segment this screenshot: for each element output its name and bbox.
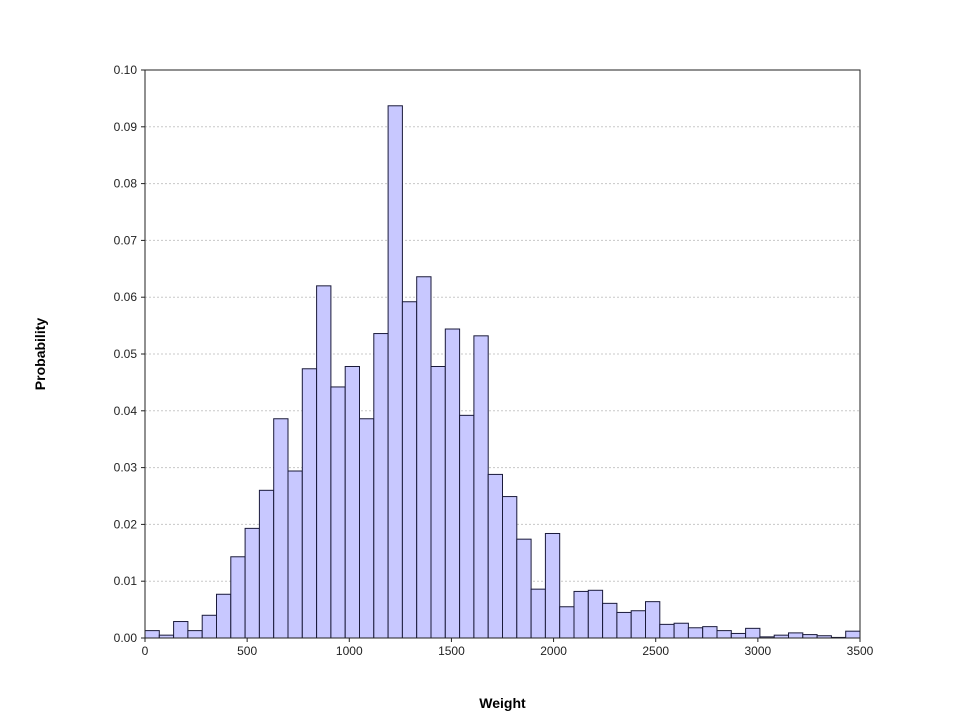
histogram-bar xyxy=(444,328,461,639)
histogram-bar xyxy=(316,285,332,639)
histogram-bar xyxy=(187,630,203,639)
histogram-bar xyxy=(630,610,647,639)
y-tick-label: 0.02 xyxy=(114,517,138,531)
histogram-bar xyxy=(702,626,718,639)
histogram-bar xyxy=(201,614,217,639)
histogram-bar xyxy=(330,386,346,639)
histogram-bar xyxy=(573,590,589,639)
histogram-bar xyxy=(173,621,189,639)
y-axis-title: Probability xyxy=(32,318,48,391)
x-axis-ticks: 0 500 1000 1500 2000 2500 3000 3500 xyxy=(142,638,874,658)
histogram-bar xyxy=(301,368,318,639)
histogram-bar xyxy=(273,418,289,639)
histogram-bar xyxy=(416,276,432,639)
histogram-bar xyxy=(144,630,160,639)
histogram-bar xyxy=(502,496,518,639)
histogram-bar xyxy=(430,365,446,639)
y-tick-label: 0.03 xyxy=(114,461,138,475)
histogram-bar xyxy=(673,622,689,639)
histogram-bars xyxy=(144,105,861,639)
x-tick-label: 1500 xyxy=(438,644,465,658)
x-tick-label: 500 xyxy=(237,644,257,658)
y-tick-label: 0.07 xyxy=(114,233,138,247)
histogram-bar xyxy=(730,632,747,639)
y-tick-label: 0.09 xyxy=(114,120,138,134)
histogram-bar xyxy=(645,601,661,639)
histogram-bar xyxy=(845,630,861,639)
histogram-bar xyxy=(687,627,704,639)
x-tick-label: 3000 xyxy=(745,644,772,658)
histogram-bar xyxy=(544,532,561,639)
histogram-bar xyxy=(745,627,761,639)
y-tick-label: 0.04 xyxy=(114,404,138,418)
histogram-bar xyxy=(516,538,532,639)
y-tick-label: 0.10 xyxy=(114,63,138,77)
y-tick-label: 0.00 xyxy=(114,631,138,645)
histogram-bar xyxy=(602,602,618,639)
histogram-bar xyxy=(258,489,275,639)
x-tick-label: 1000 xyxy=(336,644,363,658)
y-tick-label: 0.08 xyxy=(114,177,138,191)
histogram-bar xyxy=(344,365,361,639)
histogram-bar xyxy=(459,414,475,639)
histogram-bar xyxy=(788,632,804,639)
histogram-bar xyxy=(487,473,504,639)
x-tick-label: 3500 xyxy=(847,644,874,658)
histogram-bar xyxy=(802,634,818,639)
histogram-bar xyxy=(359,418,375,639)
x-tick-label: 2500 xyxy=(642,644,669,658)
histogram-bar xyxy=(473,335,489,639)
histogram-bar xyxy=(216,593,232,639)
histogram-bar xyxy=(244,527,260,639)
histogram-bar xyxy=(230,556,246,639)
histogram-bar xyxy=(616,611,632,639)
y-tick-label: 0.01 xyxy=(114,574,138,588)
histogram-bar xyxy=(659,623,675,639)
y-axis-ticks: 0.00 0.01 0.02 0.03 0.04 0.05 0.06 0.07 0.08 0.09… xyxy=(114,63,145,645)
histogram-bar xyxy=(287,470,303,639)
histogram-bar xyxy=(530,588,546,639)
y-tick-label: 0.06 xyxy=(114,290,138,304)
y-tick-label: 0.05 xyxy=(114,347,138,361)
x-tick-label: 0 xyxy=(142,644,149,658)
histogram-bar xyxy=(401,301,418,639)
histogram-bar xyxy=(587,589,604,639)
histogram-bar xyxy=(559,606,575,639)
x-axis-title: Weight xyxy=(479,695,526,711)
x-tick-label: 2000 xyxy=(540,644,567,658)
histogram-bar xyxy=(387,105,403,639)
histogram-bar xyxy=(716,630,732,639)
histogram-bar xyxy=(373,333,389,639)
